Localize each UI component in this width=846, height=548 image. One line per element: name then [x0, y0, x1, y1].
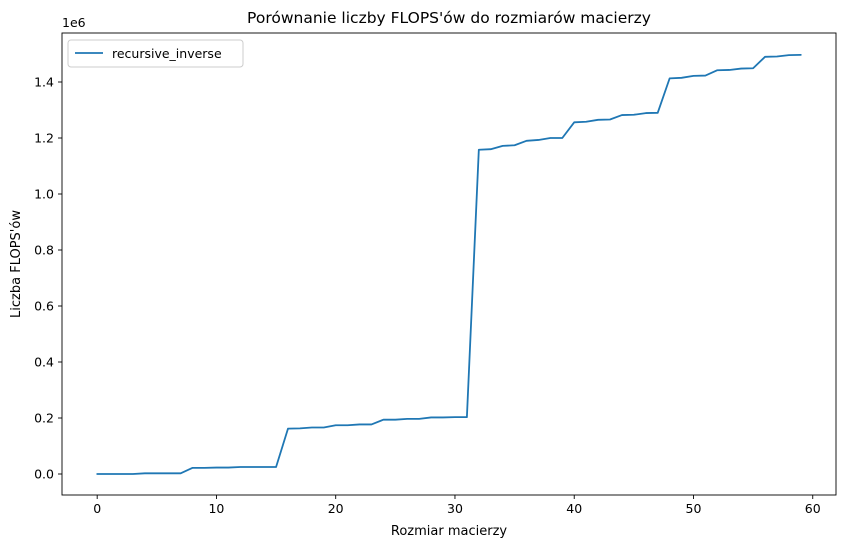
axis-ticks: 0 10 20 30 40 50 60 0.0 0.2 0.4 0.6 0.8 1.0 1.2 1.4 [34, 75, 821, 517]
x-tick-label: 30 [447, 501, 463, 516]
chart-title: Porównanie liczby FLOPS'ów do rozmiarów … [247, 9, 651, 27]
x-axis-label: Rozmiar macierzy [391, 524, 508, 539]
y-tick-label: 1.0 [34, 187, 54, 202]
x-tick-label: 0 [93, 501, 101, 516]
x-tick-label: 60 [805, 501, 821, 516]
y-tick-label: 0.6 [34, 299, 54, 314]
y-offset-label: 1e6 [62, 15, 86, 30]
y-tick-label: 1.2 [34, 131, 54, 146]
legend: recursive_inverse [67, 39, 244, 68]
y-axis-label: Liczba FLOPS'ów [9, 210, 24, 318]
y-tick-label: 0.4 [34, 355, 54, 370]
series-layer [96, 53, 802, 475]
y-tick-label: 1.4 [34, 75, 54, 90]
series-line-recursive-inverse [96, 53, 802, 475]
y-tick-label: 0.0 [34, 467, 54, 482]
x-tick-label: 40 [566, 501, 582, 516]
x-tick-label: 20 [328, 501, 344, 516]
legend-box [67, 39, 244, 68]
x-tick-label: 50 [686, 501, 702, 516]
plot-frame [61, 32, 837, 496]
y-tick-label: 0.2 [34, 411, 54, 426]
legend-label-recursive-inverse: recursive_inverse [112, 46, 222, 61]
y-tick-label: 0.8 [34, 243, 54, 258]
x-tick-label: 10 [208, 501, 224, 516]
